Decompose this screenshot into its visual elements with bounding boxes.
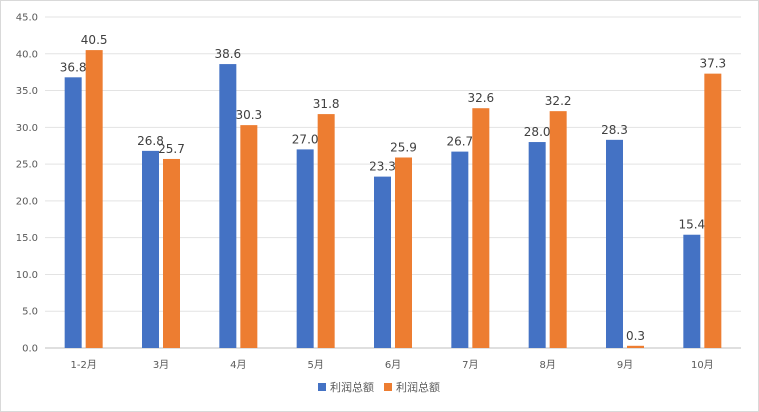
x-axis: 1-2月 3月 4月 5月 6月 7月 8月 9月 10月 [70,359,713,371]
y-tick-label: 25.0 [16,160,38,171]
y-tick-label: 5.0 [22,307,38,318]
y-tick-label: 0.0 [22,344,38,355]
data-label: 38.6 [214,47,241,61]
data-label: 25.7 [158,142,185,156]
x-tick-label: 1-2月 [70,359,96,371]
x-tick-label: 8月 [539,359,555,371]
bars [64,50,722,349]
data-label: 40.5 [81,33,108,47]
bar [64,77,82,348]
bar [627,345,644,348]
x-tick-label: 6月 [385,359,401,371]
legend-label: 利润总额 [396,380,440,394]
data-label: 32.6 [467,91,494,105]
bar [374,176,391,348]
x-tick-label: 5月 [307,359,323,371]
x-tick-label: 7月 [462,359,478,371]
bar [704,73,722,348]
data-label: 0.3 [626,329,645,343]
bar [240,125,258,348]
bar [317,114,335,349]
data-label: 31.8 [313,97,340,111]
y-tick-label: 20.0 [16,196,38,207]
data-label: 25.9 [390,140,417,154]
bar [219,64,237,348]
bar [549,111,567,348]
data-label: 36.8 [60,60,87,74]
y-tick-label: 15.0 [16,233,38,244]
data-label: 15.4 [678,218,705,232]
data-label: 26.7 [446,135,473,149]
data-label: 28.0 [524,125,551,139]
y-tick-label: 40.0 [16,49,38,60]
legend: 利润总额 利润总额 [318,380,440,394]
bar [142,150,159,348]
y-tick-label: 10.0 [16,270,38,281]
bar [683,234,701,348]
bar [472,108,490,348]
y-tick-label: 45.0 [16,13,38,24]
bar [451,151,469,348]
gridlines [45,16,741,349]
data-label: 23.3 [369,160,396,174]
bar [85,50,103,348]
data-label: 32.2 [545,94,572,108]
x-tick-label: 9月 [617,359,633,371]
y-axis: 0.0 5.0 10.0 15.0 20.0 25.0 30.0 35.0 40.0 45.0 [16,13,38,355]
data-label: 28.3 [601,123,628,137]
data-label: 26.8 [137,134,164,148]
data-label: 27.0 [292,132,319,146]
x-tick-label: 4月 [230,359,246,371]
data-label: 30.3 [235,108,262,122]
y-tick-label: 35.0 [16,86,38,97]
bar [163,158,180,348]
bar [528,142,546,348]
x-tick-label: 10月 [691,359,714,371]
legend-swatch [318,383,326,391]
legend-label: 利润总额 [330,380,374,394]
bar [395,157,412,348]
x-tick-label: 3月 [153,359,169,371]
y-tick-label: 30.0 [16,123,38,134]
bar [296,149,314,348]
bar [606,139,623,348]
data-labels: 36.8 40.5 26.825.7 38.6 30.3 27.0 31.8 23.3 25.9… [60,33,726,343]
legend-swatch [384,383,392,391]
data-label: 37.3 [699,57,726,71]
